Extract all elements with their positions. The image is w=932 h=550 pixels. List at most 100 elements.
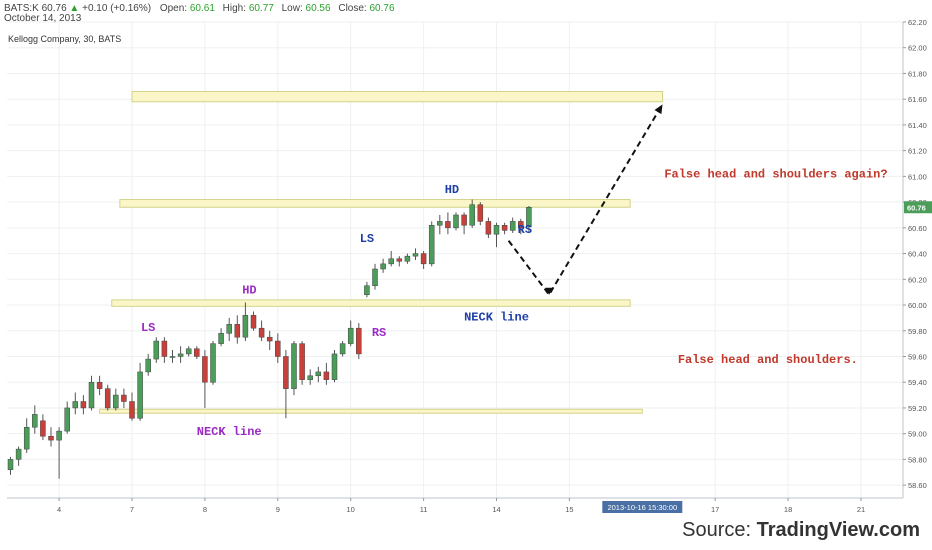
- price-tick-label-16: 61.80: [908, 69, 927, 78]
- candle-body-16: [137, 371, 143, 419]
- annotations-layer: LS HD RS NECK line LS HD RS NECK line False head…: [141, 168, 888, 439]
- annotation-6: RS: [518, 223, 532, 237]
- crosshair-date-label: 2013-10-16 15:30:00: [607, 503, 677, 512]
- candle-body-53: [437, 221, 443, 226]
- annotation-0: LS: [141, 321, 155, 335]
- annotation-3: NECK line: [197, 425, 262, 439]
- zone-61-60: [131, 90, 664, 103]
- price-tick-label-3: 59.20: [908, 404, 927, 413]
- candle-body-21: [177, 353, 184, 357]
- candle-body-51: [420, 253, 427, 265]
- time-tick-label-6: 14: [492, 505, 500, 514]
- price-tick-label-2: 59.00: [908, 430, 927, 439]
- zone-59-20: [99, 408, 643, 414]
- price-tick-label-12: 61.00: [908, 172, 927, 181]
- candle-body-5: [48, 435, 54, 441]
- candle-body-61: [501, 225, 508, 231]
- candles-layer: [7, 199, 532, 479]
- annotation-7: NECK line: [464, 310, 529, 324]
- candle-body-49: [404, 255, 411, 262]
- candle-body-20: [169, 356, 176, 358]
- open-value: 60.61: [189, 3, 215, 14]
- source-prefix: Source:: [682, 519, 757, 541]
- source-credit: Source: TradingView.com: [682, 519, 920, 542]
- candle-body-6: [56, 430, 62, 441]
- candle-body-60: [493, 225, 500, 235]
- price-tick-label-13: 61.20: [908, 147, 927, 156]
- price-tick-label-10: 60.60: [908, 224, 927, 233]
- annotation-8: False head and shoulders again?: [664, 168, 887, 182]
- candle-body-54: [445, 221, 451, 229]
- last-price-tag: [904, 201, 932, 214]
- annotation-1: HD: [242, 283, 256, 297]
- time-tick-label-0: 4: [57, 505, 61, 514]
- last-price: 60.76: [41, 3, 67, 14]
- time-tick-label-4: 10: [347, 505, 355, 514]
- candle-body-37: [307, 375, 313, 380]
- candle-body-57: [469, 204, 475, 226]
- candle-body-30: [250, 315, 257, 329]
- candle-body-52: [428, 225, 435, 265]
- candle-body-1: [15, 448, 22, 460]
- candle-body-3: [32, 414, 38, 428]
- candle-body-59: [485, 221, 492, 235]
- zones-layer: [99, 90, 664, 414]
- price-tick-label-6: 59.80: [908, 327, 927, 336]
- low-value: 60.56: [305, 3, 331, 14]
- time-tick-label-3: 9: [276, 505, 280, 514]
- projection-vertex-arrowhead: [545, 287, 554, 295]
- annotation-2: RS: [372, 326, 386, 340]
- time-tick-label-10: 21: [857, 505, 865, 514]
- price-axis[interactable]: 58.60 58.80 59.00 59.20 59.40 59.60 59.80 60.00…: [902, 18, 932, 498]
- price-tick-label-15: 61.60: [908, 95, 927, 104]
- price-tick-label-1: 58.80: [908, 455, 927, 464]
- price-tick-label-4: 59.40: [908, 378, 927, 387]
- candle-body-19: [161, 340, 168, 357]
- candle-body-42: [347, 327, 354, 344]
- time-tick-label-5: 11: [420, 505, 428, 514]
- price-tick-label-18: 62.20: [908, 18, 927, 27]
- candle-body-58: [477, 204, 484, 222]
- candle-body-64: [526, 207, 532, 227]
- change-up-icon: ▲: [69, 3, 80, 14]
- annotation-9: False head and shoulders.: [678, 353, 858, 367]
- change-value: +0.10 (+0.16%): [82, 3, 152, 14]
- candle-body-46: [380, 263, 386, 270]
- candle-body-11: [96, 381, 103, 389]
- last-price-tag-label: 60.76: [907, 203, 926, 212]
- crosshair-date-tag: [602, 501, 683, 513]
- projection-path: [507, 103, 664, 297]
- high-value: 60.77: [248, 3, 274, 14]
- candle-body-28: [234, 324, 241, 338]
- time-axis[interactable]: 4 7 8 9 10 11 14 15 17 18 21 2013-10-16 15:30:00: [7, 497, 903, 514]
- candle-body-29: [242, 315, 249, 338]
- zone-60-00: [111, 299, 631, 307]
- candle-body-38: [315, 371, 322, 377]
- price-tick-label-9: 60.40: [908, 250, 927, 259]
- source-brand: TradingView.com: [756, 519, 920, 541]
- price-tick-label-17: 62.00: [908, 44, 927, 53]
- candle-body-27: [226, 324, 232, 334]
- candle-body-35: [291, 343, 297, 389]
- panel-title: Kellogg Company, 30, BATS: [8, 34, 122, 44]
- symbol-header: BATS:K 60.76 ▲ +0.10 (+0.16%) Open: 60.6…: [4, 3, 400, 14]
- candle-body-2: [23, 426, 30, 450]
- close-label: Close:: [338, 3, 367, 14]
- candle-body-62: [509, 221, 516, 231]
- candle-body-7: [64, 407, 70, 432]
- candle-body-39: [323, 371, 330, 380]
- candle-body-32: [266, 336, 273, 342]
- candle-body-33: [275, 340, 281, 357]
- candle-body-24: [202, 356, 208, 383]
- candle-body-40: [331, 353, 338, 380]
- candle-body-47: [388, 258, 394, 265]
- price-tick-label-8: 60.20: [908, 275, 927, 284]
- candle-body-14: [121, 394, 127, 402]
- price-tick-label-7: 60.00: [908, 301, 927, 310]
- annotation-5: HD: [445, 183, 459, 197]
- candle-body-41: [339, 343, 346, 355]
- candle-body-8: [72, 401, 79, 409]
- candle-body-15: [129, 401, 135, 419]
- candle-body-48: [396, 258, 403, 262]
